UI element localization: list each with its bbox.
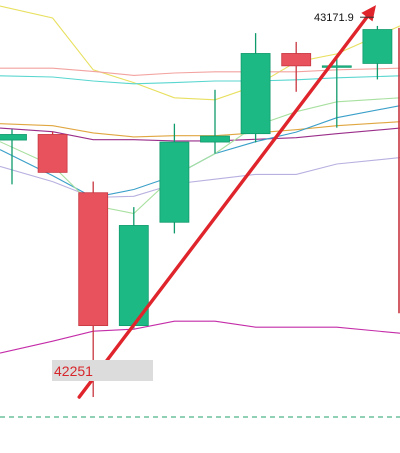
candle-body [200, 135, 230, 143]
candle-body [362, 29, 393, 64]
candle-body [159, 141, 190, 223]
candle-3 [78, 181, 109, 398]
indicator-lines [0, 5, 400, 354]
candle-body [118, 225, 149, 327]
low-price-label-background [52, 360, 153, 381]
candle-10 [362, 25, 393, 80]
candle-body [37, 134, 68, 173]
indicator-line-9 [0, 320, 400, 354]
indicator-line-8 [0, 97, 400, 215]
low-price-label: 42251 [54, 363, 93, 379]
candle-body [78, 192, 109, 327]
indicator-line-6 [0, 157, 400, 199]
candle-body [0, 134, 27, 141]
indicator-line-2 [0, 67, 400, 76]
candle-body [240, 53, 271, 135]
candle-6 [200, 89, 230, 154]
annotations: 42251 43171.9 [0, 5, 400, 418]
indicator-line-1 [0, 5, 400, 101]
candle-9 [321, 59, 352, 128]
candles [0, 25, 400, 398]
high-price-label: 43171.9 [314, 12, 354, 24]
candle-body [281, 53, 312, 67]
candle-1 [0, 129, 27, 185]
indicator-line-5 [0, 127, 400, 142]
trend-arrow [77, 11, 372, 399]
indicator-line-3 [0, 75, 400, 85]
candle-7 [240, 33, 271, 143]
candle-body [321, 65, 352, 68]
candle-5 [159, 123, 190, 234]
candle-2 [37, 131, 68, 173]
candle-8 [281, 41, 312, 92]
candle-4 [118, 207, 149, 329]
indicator-line-4 [0, 121, 400, 138]
